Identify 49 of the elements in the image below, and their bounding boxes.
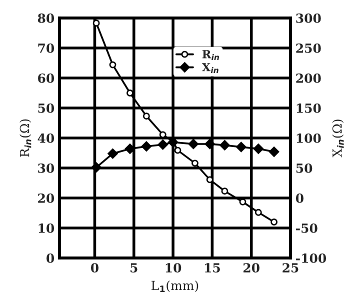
y2-tick-label: 100: [296, 133, 321, 143]
y2-tick-label: 200: [296, 73, 321, 83]
y2-tick-label: -50: [296, 223, 318, 233]
y-tick-label: 80: [38, 13, 54, 23]
point: [268, 146, 280, 157]
y-tick-label: 30: [38, 163, 54, 173]
point: [220, 140, 230, 150]
point: [126, 90, 134, 96]
y2-tick-label: -100: [296, 253, 326, 263]
y-tick-label: 20: [38, 193, 54, 203]
point: [188, 138, 199, 150]
y-tick-label: 60: [38, 73, 54, 83]
x-axis-title: L$_{1}$(mm): [152, 280, 198, 292]
point: [108, 148, 118, 159]
x-tick-label: 20: [243, 263, 260, 273]
x-tick-label: 25: [282, 263, 298, 273]
x-tick-label: 15: [205, 263, 220, 273]
point: [236, 142, 246, 152]
x-tick-label: 10: [166, 263, 182, 273]
y-tick-label: 0: [46, 253, 54, 263]
legend-label: X$_{in}$: [202, 63, 218, 74]
y2-axis-title: X$_{in}$(Ω): [332, 120, 344, 158]
point: [221, 188, 228, 195]
y2-tick-label: 50: [296, 163, 312, 173]
point: [158, 139, 168, 150]
point: [253, 144, 264, 154]
y-tick-label: 50: [38, 103, 54, 113]
y2-tick-label: 300: [296, 13, 321, 23]
point: [92, 20, 100, 27]
point: [270, 218, 278, 226]
point: [254, 208, 262, 216]
point: [239, 198, 246, 206]
point: [191, 160, 198, 167]
point: [141, 141, 152, 152]
x-tick-label: 5: [130, 263, 138, 273]
legend-label: R$_{in}$: [202, 50, 220, 60]
y-tick-label: 10: [38, 223, 54, 233]
point: [91, 162, 102, 173]
y-tick-label: 40: [38, 133, 54, 143]
point: [174, 146, 182, 154]
point: [204, 138, 215, 150]
y2-tick-label: 250: [296, 43, 321, 53]
point: [142, 112, 150, 120]
y-axis-title: R$_{in}$(Ω): [20, 119, 32, 157]
y2-tick-label: 150: [296, 103, 321, 113]
y2-tick-label: 0: [296, 193, 304, 203]
point: [109, 61, 116, 68]
x-tick-label: 0: [90, 263, 98, 273]
y-tick-label: 70: [38, 43, 54, 53]
